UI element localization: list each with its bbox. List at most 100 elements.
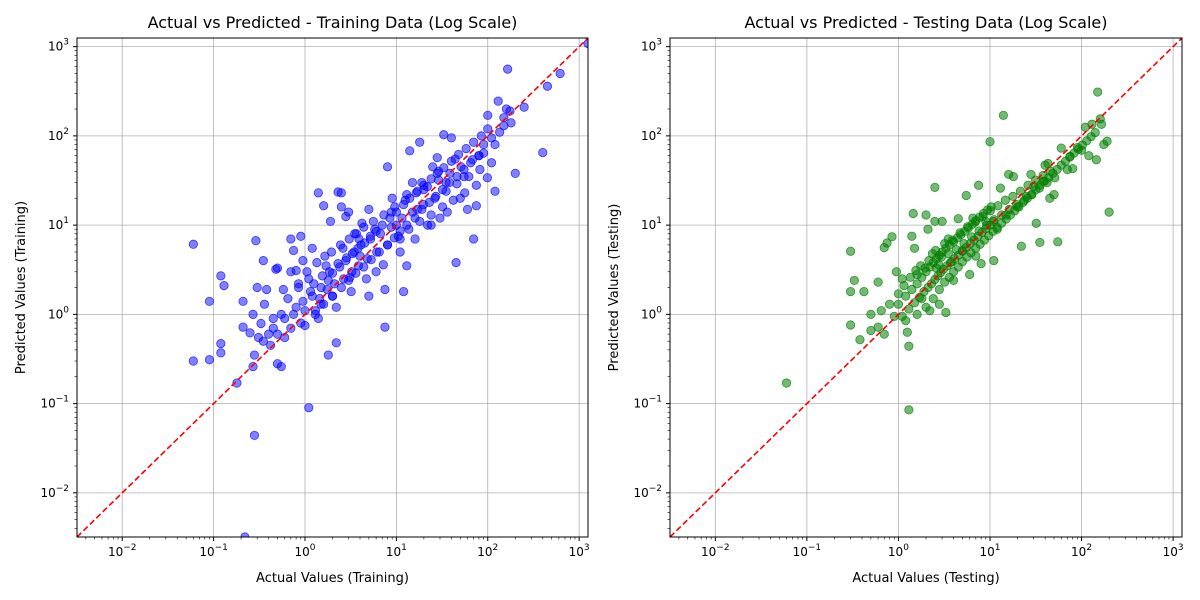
data-point <box>422 182 432 192</box>
data-point <box>395 247 405 257</box>
data-point <box>845 246 856 256</box>
data-point <box>323 350 333 360</box>
data-point <box>921 302 931 312</box>
data-point <box>298 256 308 266</box>
data-point <box>204 296 215 306</box>
data-point <box>435 213 445 223</box>
data-point <box>462 204 473 215</box>
data-point <box>1049 189 1059 200</box>
data-point <box>336 188 346 198</box>
data-point <box>375 229 386 239</box>
data-point <box>943 248 953 259</box>
data-point <box>970 217 980 227</box>
data-point <box>444 177 454 188</box>
data-point <box>379 210 389 220</box>
data-point <box>989 215 999 225</box>
point-group <box>781 87 1114 415</box>
data-point <box>407 177 418 188</box>
training-chart-title: Actual vs Predicted - Training Data (Log… <box>148 13 518 32</box>
data-point <box>887 232 897 242</box>
data-point <box>232 378 242 388</box>
data-point <box>327 291 338 301</box>
data-point <box>248 361 258 372</box>
data-point <box>259 299 270 309</box>
data-point <box>296 318 306 328</box>
data-point <box>219 281 229 291</box>
data-point <box>320 251 330 261</box>
data-point <box>415 216 425 227</box>
data-point <box>382 162 393 172</box>
data-point <box>390 202 400 212</box>
y-tick-label: 102 <box>641 127 662 143</box>
data-point <box>1096 119 1107 129</box>
data-point <box>410 234 420 244</box>
data-point <box>452 179 462 189</box>
data-point <box>478 148 489 158</box>
data-point <box>993 201 1003 211</box>
data-point <box>921 210 931 220</box>
data-point <box>1093 87 1103 97</box>
data-point <box>326 247 337 257</box>
testing-chart-title: Actual vs Predicted - Testing Data (Log … <box>745 13 1108 32</box>
testing-y-axis-label: Predicted Values (Testing) <box>607 204 622 372</box>
y-tick-label: 103 <box>48 38 69 54</box>
data-point <box>432 153 442 163</box>
testing-scatter-chart: 10−2 10−2 10−1 10−1 100 100 101 101 102 102 103 103… <box>607 13 1184 586</box>
data-point <box>434 166 444 176</box>
data-point <box>519 102 529 112</box>
data-point <box>418 199 429 210</box>
data-point <box>973 180 984 190</box>
data-point <box>361 274 372 284</box>
x-tick-label: 101 <box>386 543 407 559</box>
data-point <box>256 318 266 329</box>
data-point <box>349 247 359 257</box>
data-point <box>849 275 859 286</box>
point-group <box>188 39 588 537</box>
data-point <box>407 207 418 217</box>
data-point <box>931 245 941 256</box>
data-point <box>302 267 312 277</box>
data-point <box>490 139 500 150</box>
data-point <box>1090 127 1100 138</box>
y-tick-label: 103 <box>641 38 662 54</box>
data-point <box>478 139 489 150</box>
data-point <box>483 110 493 120</box>
data-point <box>482 173 492 183</box>
data-point <box>372 247 382 257</box>
data-point <box>238 322 248 332</box>
y-tick-label: 10−1 <box>633 395 662 411</box>
data-point <box>866 309 876 319</box>
training-x-axis-label: Actual Values (Training) <box>256 571 409 586</box>
data-point <box>248 309 258 319</box>
data-point <box>967 232 977 242</box>
data-point <box>538 147 548 158</box>
testing-x-axis-label: Actual Values (Testing) <box>852 571 999 586</box>
identity-reference-line <box>670 38 1182 537</box>
data-point <box>371 267 381 277</box>
data-point <box>204 355 215 365</box>
data-point <box>245 328 255 338</box>
data-point <box>399 286 409 297</box>
data-point <box>873 322 883 332</box>
data-point <box>430 193 440 203</box>
data-point <box>985 206 995 216</box>
data-point <box>238 296 248 306</box>
data-point <box>278 284 288 295</box>
data-point <box>947 235 958 245</box>
data-point <box>1053 237 1063 247</box>
data-point <box>995 183 1006 193</box>
data-point <box>264 329 274 339</box>
data-point <box>315 294 325 304</box>
data-point <box>542 81 553 91</box>
data-point <box>404 224 414 234</box>
data-point <box>879 329 889 339</box>
data-point <box>471 201 481 211</box>
data-point <box>959 239 969 249</box>
y-tick-label: 102 <box>48 127 69 143</box>
data-point <box>405 146 415 156</box>
data-point <box>904 341 914 351</box>
data-point <box>934 284 944 295</box>
data-point <box>380 322 390 332</box>
data-point <box>460 188 470 198</box>
